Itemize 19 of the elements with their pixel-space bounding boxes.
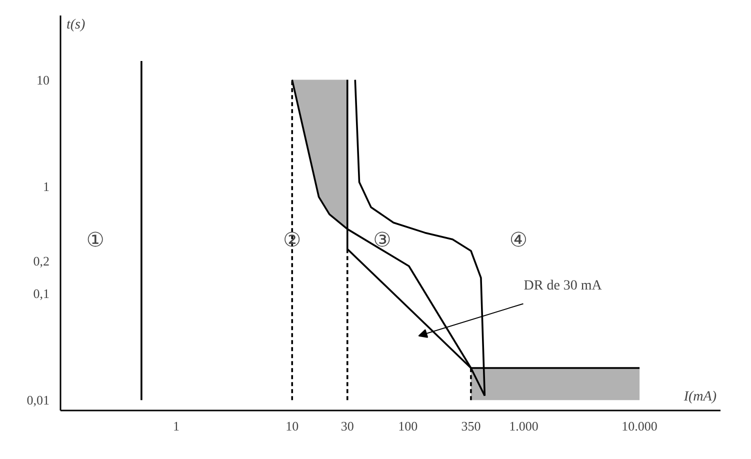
x-tick-label: 1: [173, 418, 180, 434]
annotation: ③: [373, 227, 392, 252]
x-tick-label: 10.000: [622, 418, 658, 434]
y-tick-label: 0,1: [33, 286, 50, 301]
y-tick-label: 10: [36, 72, 50, 88]
annotation: DR de 30 mA: [524, 278, 603, 294]
x-tick-label: 350: [461, 418, 481, 434]
annotation: ①: [86, 227, 104, 252]
x-tick-label: 1.000: [509, 418, 538, 434]
annotation: ②: [283, 227, 302, 252]
x-tick-label: 30: [340, 418, 354, 434]
y-tick-label: 0,2: [33, 254, 50, 269]
annotation: ④: [509, 227, 528, 252]
x-axis-title: I(mA): [682, 390, 717, 404]
x-tick-label: 100: [398, 418, 418, 434]
y-tick-label: 1: [43, 179, 50, 194]
x-tick-label: 10: [286, 418, 299, 434]
y-axis-title: t(s): [66, 18, 86, 32]
y-tick-label: 0,01: [26, 392, 50, 408]
